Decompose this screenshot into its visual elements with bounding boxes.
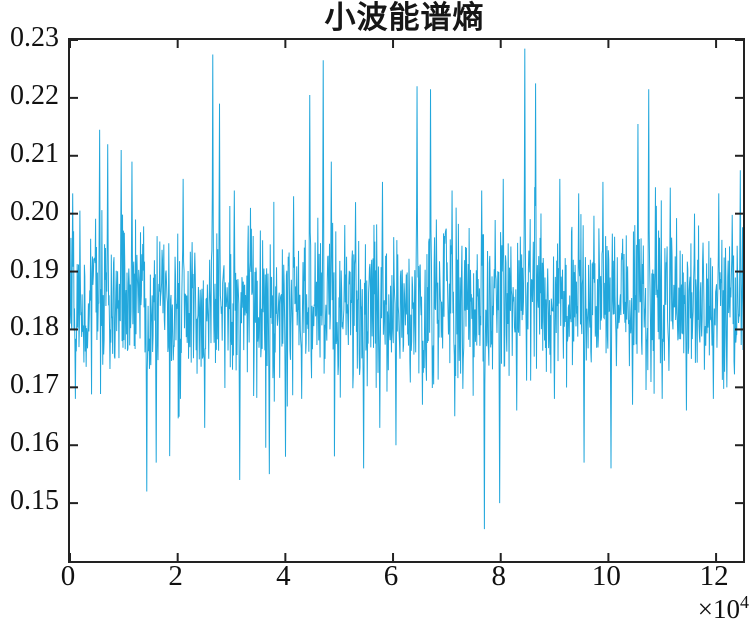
x-axis-exponent-label: ×104 [697,592,749,625]
x-tick-label: 10 [591,560,621,592]
y-tick-label: 0.22 [10,79,59,111]
x-tick-label: 12 [699,560,729,592]
y-tick-label: 0.21 [10,137,59,169]
x-tick-label: 4 [276,560,291,592]
x-tick-label: 0 [60,560,76,592]
x-tick-label: 6 [383,560,399,592]
x-exponent-base: ×10 [697,594,740,624]
y-tick-label: 0.18 [10,311,59,343]
chart-title: 小波能谱熵 [324,0,485,35]
plot-area [68,38,745,563]
x-tick-label: 2 [168,560,183,592]
x-exponent-power: 4 [740,592,749,612]
signal-line-plot [70,40,743,561]
y-tick-label: 0.17 [10,369,59,401]
y-tick-label: 0.20 [10,195,59,227]
y-tick-label: 0.23 [10,22,59,53]
y-tick-label: 0.19 [10,253,59,285]
x-tick-label: 8 [491,560,506,592]
entropy-signal-line [70,48,743,530]
y-tick-label: 0.16 [10,427,59,459]
y-tick-label: 0.15 [10,485,59,517]
